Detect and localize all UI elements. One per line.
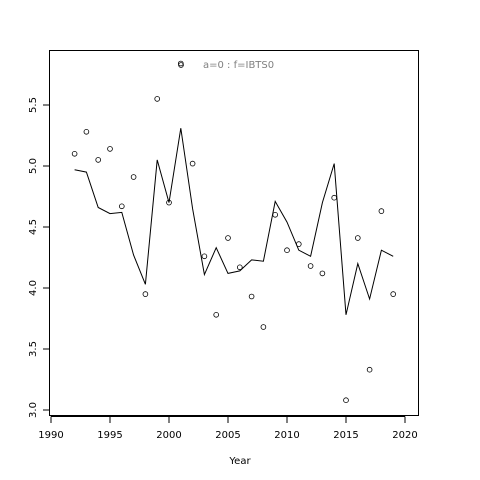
series-points [71,60,397,404]
data-point [343,397,349,404]
data-point [237,264,243,271]
x-axis-ticks: 1990 1995 2000 2005 2010 2015 2020 [38,416,418,441]
data-point [248,293,255,300]
y-tick-label: 3.5 [28,341,39,357]
x-tick-label: 1990 [38,430,63,441]
y-tick-label: 3.0 [28,402,39,418]
x-axis-title: Year [228,456,251,467]
data-point [142,291,149,297]
x-tick-label: 2000 [156,430,181,441]
data-point [307,263,314,269]
y-tick-label: 5.0 [28,158,39,174]
data-point [107,146,113,152]
data-point [260,324,267,330]
data-point [178,60,184,67]
data-point [390,291,397,297]
data-point [130,174,137,180]
x-tick-label: 1995 [97,430,122,441]
data-point [354,235,361,241]
data-point [166,199,172,206]
data-point [378,208,385,214]
series-line [74,128,394,315]
y-tick-label: 4.0 [28,280,39,296]
data-point [213,311,220,318]
data-point [189,160,196,167]
y-tick-label: 4.5 [28,219,39,235]
data-point [319,270,326,277]
legend: a=0 : f=IBTS0 [178,60,274,71]
data-point [71,151,78,157]
y-axis-ticks: 3.0 3.5 4.0 4.5 5.0 5.5 [28,97,50,418]
x-tick-label: 2005 [215,430,240,441]
data-point [119,203,125,210]
data-point [225,235,231,241]
data-point [154,96,161,102]
x-tick-label: 2020 [392,430,417,441]
data-point [95,157,101,163]
y-tick-label: 5.5 [28,97,39,113]
data-point [83,129,90,135]
legend-label: a=0 : f=IBTS0 [203,60,274,71]
data-point [201,253,208,260]
data-point [366,366,373,373]
data-point [295,241,302,247]
plot-frame [49,50,419,416]
data-point [284,247,290,254]
data-point [331,194,338,201]
data-point [272,212,279,218]
x-tick-label: 2010 [274,430,299,441]
x-tick-label: 2015 [333,430,358,441]
